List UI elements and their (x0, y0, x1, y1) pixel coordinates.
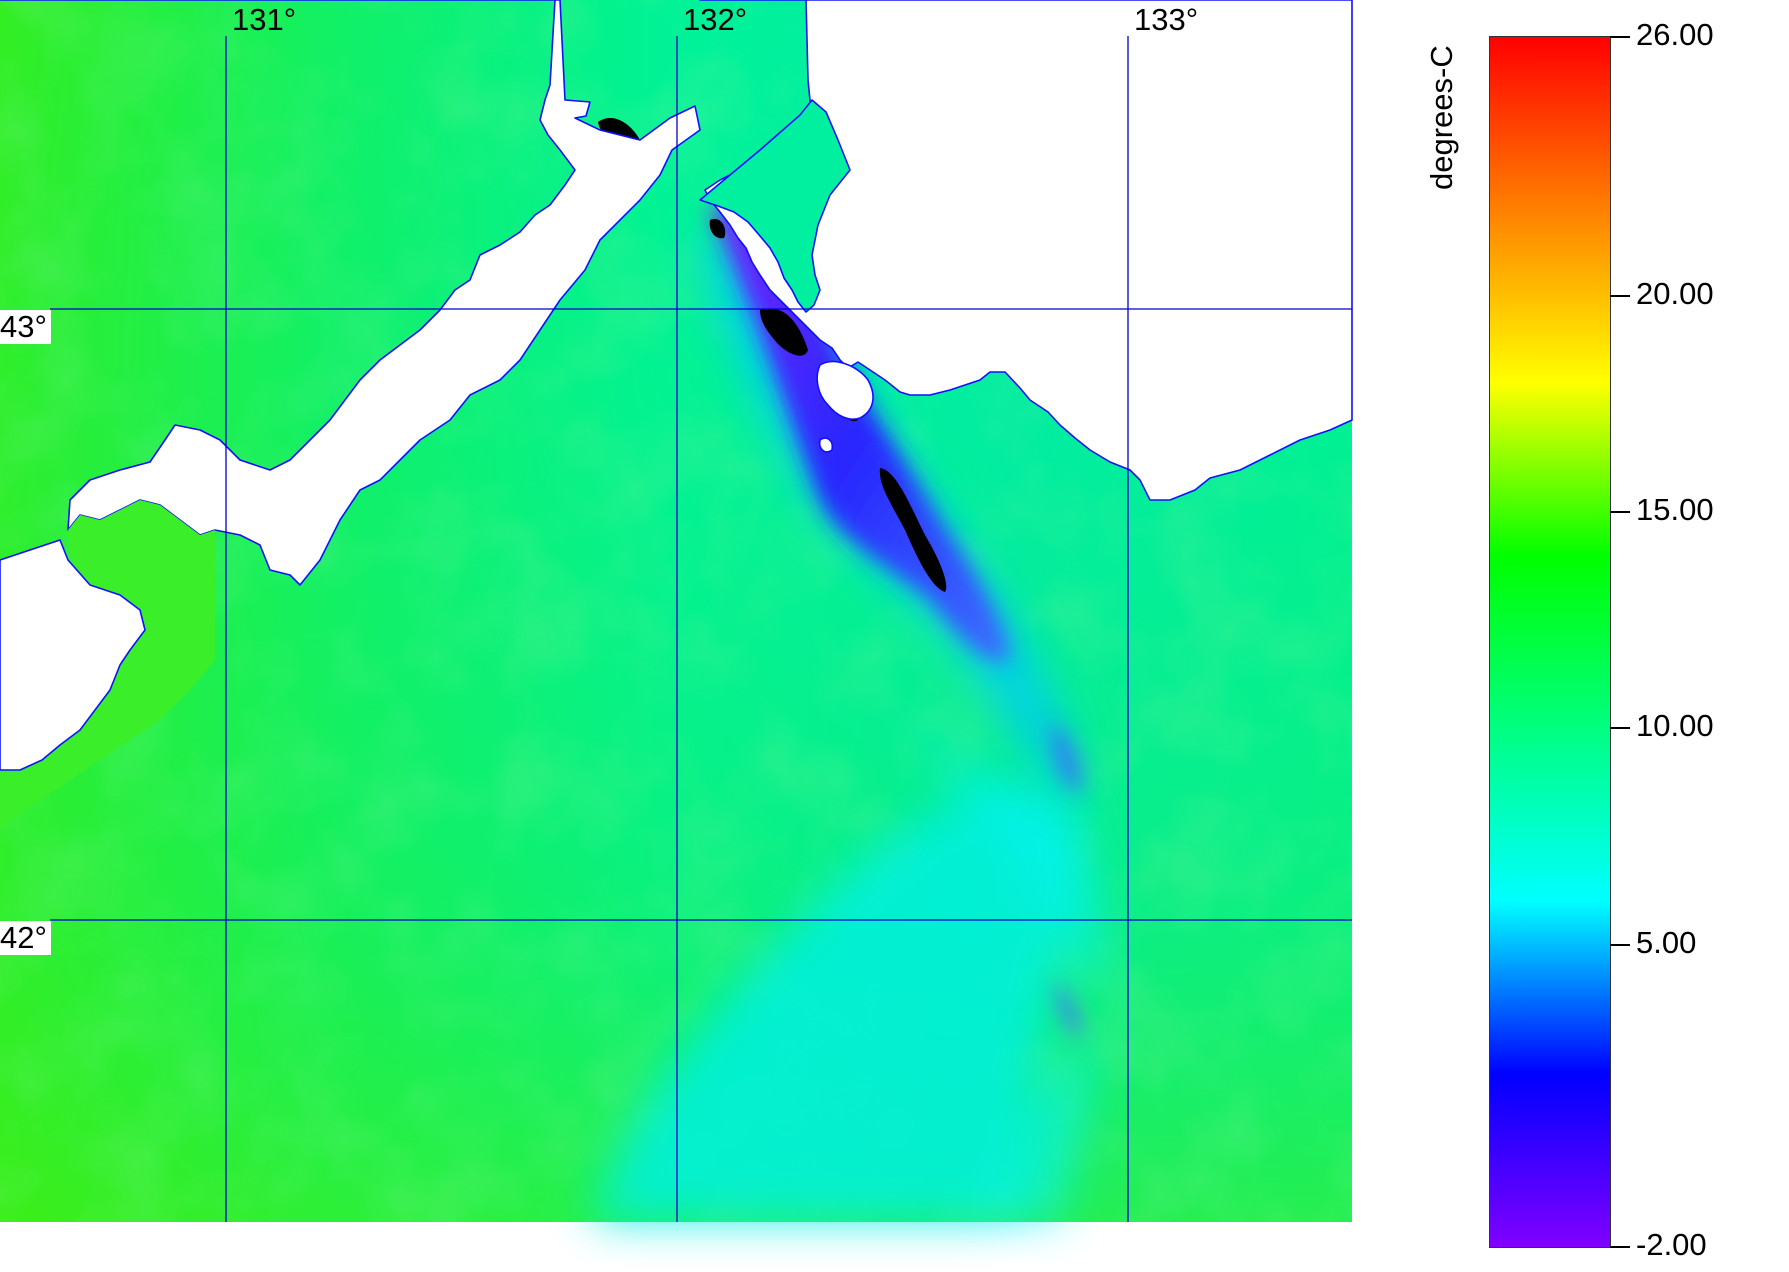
lat-label-43: 43° (0, 309, 51, 345)
lat-label-42: 42° (0, 920, 51, 956)
color-scale-tick-mark (1610, 36, 1630, 38)
color-scale-tick-label: 26.00 (1636, 17, 1714, 52)
lon-label-133: 133° (1134, 2, 1199, 37)
color-scale-tick-label: 10.00 (1636, 708, 1714, 744)
lon-label-132: 132° (683, 2, 748, 37)
lon-label-131: 131° (232, 2, 297, 37)
color-scale-tick-label: 5.00 (1636, 924, 1697, 960)
color-scale-tick-label: 20.00 (1636, 276, 1714, 312)
color-scale-tick-mark (1610, 295, 1630, 298)
color-scale-tick-label: 15.00 (1636, 492, 1714, 528)
color-scale-tick-mark (1610, 1246, 1630, 1248)
color-scale-bar (1489, 36, 1611, 1248)
color-scale-tick-label: -2.00 (1636, 1227, 1707, 1262)
graticule (50, 36, 1352, 1222)
color-scale-tick-mark (1610, 727, 1630, 730)
color-scale-title: degrees-C (1424, 45, 1459, 190)
color-scale-tick-mark (1610, 511, 1630, 514)
color-scale-tick-mark (1610, 943, 1630, 946)
